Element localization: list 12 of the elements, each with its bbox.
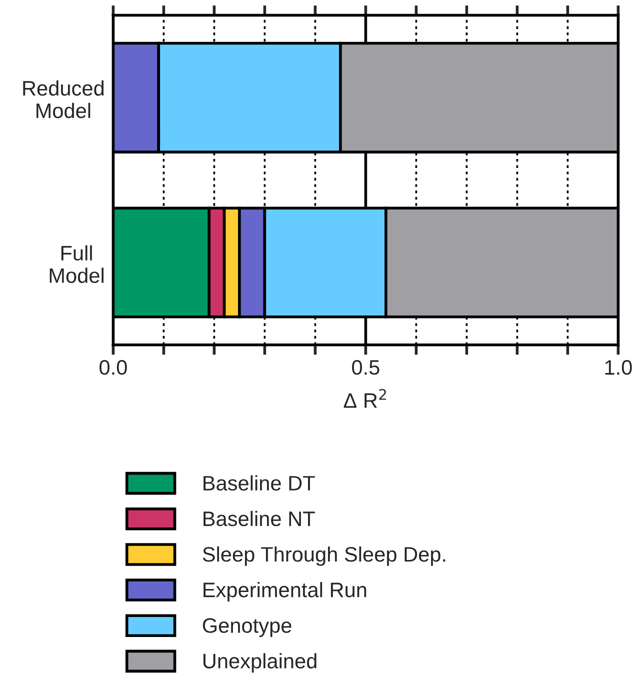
legend-label: Baseline DT xyxy=(204,475,315,491)
x-axis-title: Δ R$^{2}$ xyxy=(344,388,386,408)
legend-label: Genotype xyxy=(202,618,292,638)
legend-label: Baseline NT xyxy=(204,510,315,526)
x-tick-label: 0.0 xyxy=(100,360,127,375)
legend-label: Sleep Through Sleep Dep. xyxy=(202,546,446,566)
y-tick-label: Full Model xyxy=(50,245,104,283)
legend-label: Experimental Run xyxy=(204,582,366,602)
x-tick-label: 0.5 xyxy=(352,360,380,375)
x-tick-label: 1.0 xyxy=(605,360,632,375)
legend-label: Unexplained xyxy=(203,653,316,673)
y-tick-label: Reduced Model xyxy=(23,80,104,118)
